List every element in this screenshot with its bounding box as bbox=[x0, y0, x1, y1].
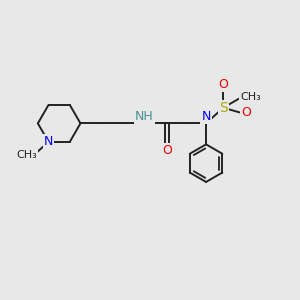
Text: O: O bbox=[162, 144, 172, 158]
Text: S: S bbox=[219, 101, 228, 115]
Text: O: O bbox=[241, 106, 251, 119]
Text: O: O bbox=[218, 78, 228, 91]
Text: NH: NH bbox=[135, 110, 154, 123]
Text: N: N bbox=[201, 110, 211, 123]
Text: N: N bbox=[44, 135, 53, 148]
Text: CH₃: CH₃ bbox=[240, 92, 261, 102]
Text: CH₃: CH₃ bbox=[16, 150, 37, 160]
